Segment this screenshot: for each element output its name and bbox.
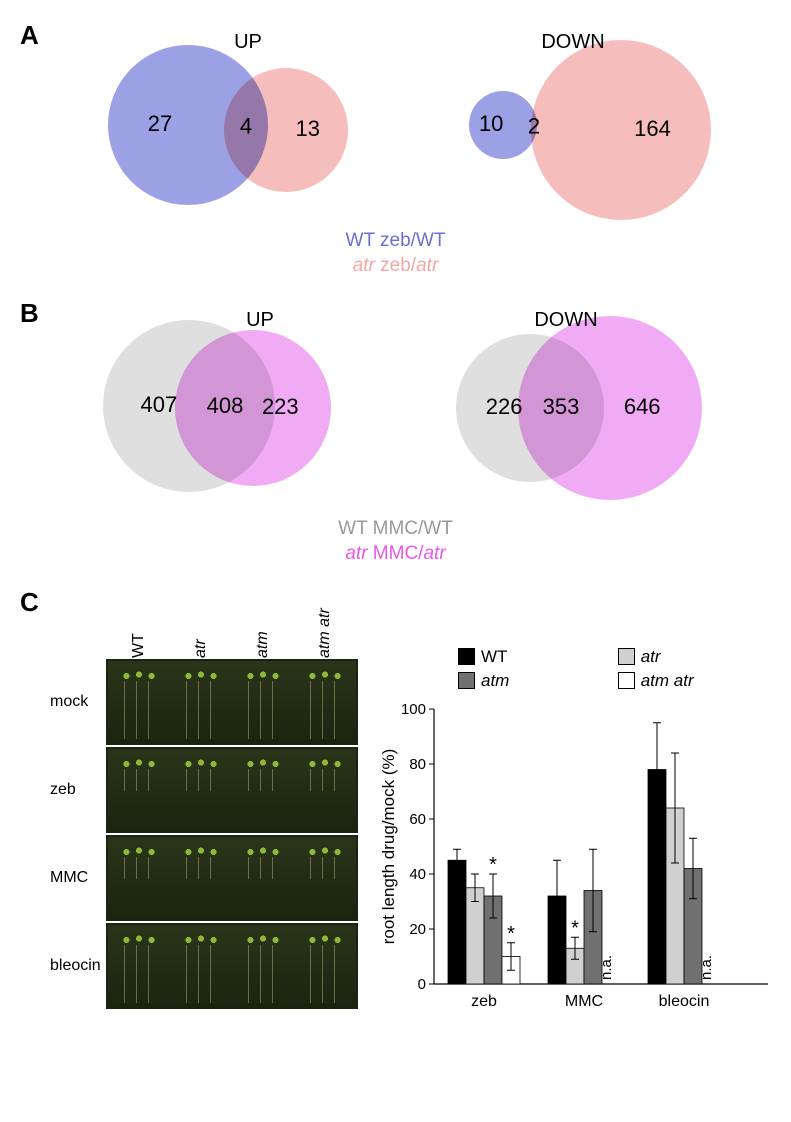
plant-photo	[232, 749, 294, 831]
photo-strip	[106, 659, 358, 745]
svg-text:n.a.: n.a.	[598, 955, 615, 980]
legend-a-wt: WT zeb/WT	[20, 229, 771, 254]
panel-a: A UP27413 DOWN102164 WT zeb/WT atr zeb/a…	[20, 20, 771, 278]
svg-text:100: 100	[401, 701, 426, 718]
legend-text: atr	[641, 647, 661, 667]
venn-a-down: DOWN102164	[453, 30, 723, 225]
plant-photo	[232, 925, 294, 1007]
panel-b-legend: WT MMC/WT atr MMC/atr	[20, 517, 771, 566]
svg-text:n.a.: n.a.	[698, 955, 715, 980]
svg-text:646: 646	[624, 394, 661, 419]
photo-row: bleocin	[50, 923, 358, 1009]
photo-row: zeb	[50, 747, 358, 833]
svg-text:2: 2	[528, 113, 540, 138]
svg-text:223: 223	[262, 394, 299, 419]
plant-photo	[232, 661, 294, 743]
plant-photo	[170, 661, 232, 743]
svg-text:408: 408	[207, 393, 244, 418]
svg-text:*: *	[489, 854, 497, 876]
svg-text:root length drug/mock (%): root length drug/mock (%)	[379, 748, 398, 944]
treatment-label: mock	[50, 693, 106, 711]
svg-text:zeb: zeb	[471, 993, 497, 1010]
svg-text:*: *	[571, 917, 579, 939]
photo-strip	[106, 923, 358, 1009]
plant-photo	[294, 661, 356, 743]
svg-text:UP: UP	[246, 309, 274, 331]
svg-text:MMC: MMC	[565, 993, 603, 1010]
panel-c-label: C	[20, 587, 39, 618]
plant-photo	[108, 661, 170, 743]
venn-a-up: UP 27 4 13	[98, 30, 358, 225]
genotype-header: WT	[109, 596, 169, 658]
svg-text:80: 80	[409, 756, 426, 773]
svg-text:226: 226	[485, 394, 522, 419]
plant-photo	[294, 749, 356, 831]
bar-chart: 0 20 40 60 80 100 root length drug/mock (%) * * z…	[378, 699, 778, 1019]
genotype-header: atm	[233, 596, 293, 658]
svg-text:40: 40	[409, 866, 426, 883]
svg-text:60: 60	[409, 811, 426, 828]
plant-photo	[108, 925, 170, 1007]
legend-text: atm	[481, 671, 509, 691]
legend-swatch	[618, 672, 635, 689]
svg-text:UP: UP	[234, 31, 262, 53]
photo-row: MMC	[50, 835, 358, 921]
svg-text:27: 27	[148, 111, 172, 136]
svg-text:10: 10	[479, 111, 503, 136]
panel-c: C WTatratmatm atr mockzebMMCbleocin WTat…	[20, 587, 771, 1024]
venn-b-up: UP 407 408 223	[95, 308, 355, 513]
genotype-header: atm atr	[295, 596, 355, 658]
svg-text:353: 353	[542, 394, 579, 419]
bar-chart-wrap: WT atr atm atm atr 0 20 40 60 80 100 root length …	[378, 597, 778, 1024]
svg-text:bleocin: bleocin	[659, 993, 710, 1010]
panel-b-venns: UP407408223 DOWN226353646	[20, 298, 771, 513]
treatment-label: bleocin	[50, 957, 106, 975]
legend-swatch	[618, 648, 635, 665]
panel-b-label: B	[20, 298, 39, 329]
legend-swatch	[458, 648, 475, 665]
plant-photo	[108, 837, 170, 919]
plant-photo	[294, 925, 356, 1007]
svg-text:0: 0	[418, 976, 426, 993]
svg-text:164: 164	[634, 116, 671, 141]
panel-a-label: A	[20, 20, 39, 51]
plant-photo	[108, 749, 170, 831]
svg-text:407: 407	[141, 392, 178, 417]
svg-text:13: 13	[295, 116, 319, 141]
plant-photo	[170, 749, 232, 831]
svg-text:4: 4	[240, 113, 252, 138]
chart-legend: WT atr atm atm atr	[458, 647, 778, 691]
venn-b-down: DOWN226353646	[446, 308, 726, 513]
legend-text: WT	[481, 647, 507, 667]
legend-item: WT	[458, 647, 594, 667]
svg-text:*: *	[507, 923, 515, 945]
legend-a-atr: atr zeb/atr	[20, 254, 771, 279]
photo-strip	[106, 835, 358, 921]
treatment-label: zeb	[50, 781, 106, 799]
legend-b-wt: WT MMC/WT	[20, 517, 771, 542]
legend-item: atm atr	[618, 671, 778, 691]
svg-text:20: 20	[409, 921, 426, 938]
legend-item: atm	[458, 671, 594, 691]
panel-a-legend: WT zeb/WT atr zeb/atr	[20, 229, 771, 278]
legend-b-atr: atr MMC/atr	[20, 542, 771, 567]
treatment-label: MMC	[50, 869, 106, 887]
photo-row: mock	[50, 659, 358, 745]
plant-photo	[232, 837, 294, 919]
panel-a-venns: UP27413 DOWN102164	[20, 20, 771, 225]
plant-photo	[170, 925, 232, 1007]
panel-b: B UP407408223 DOWN226353646 WT MMC/WT at…	[20, 298, 771, 566]
plant-photo	[170, 837, 232, 919]
legend-item: atr	[618, 647, 778, 667]
plant-photo	[294, 837, 356, 919]
photo-strip	[106, 747, 358, 833]
legend-text: atm atr	[641, 671, 694, 691]
photo-column: WTatratmatm atr mock zeb MMC bleocin	[50, 597, 358, 1024]
legend-swatch	[458, 672, 475, 689]
genotype-header: atr	[171, 596, 231, 658]
